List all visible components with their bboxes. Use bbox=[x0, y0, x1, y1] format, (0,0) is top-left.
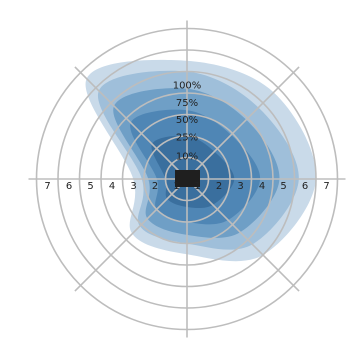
axis-label-right-4: 4 bbox=[259, 181, 265, 192]
axis-label-left-5: 5 bbox=[87, 181, 93, 192]
level-labels: 100% 75% 50% 25% 10% bbox=[173, 81, 202, 163]
axis-tick-labels: 1 1 2 2 3 3 4 4 5 5 6 6 7 7 bbox=[44, 181, 329, 192]
axis-label-left-4: 4 bbox=[109, 181, 115, 192]
center-marker bbox=[175, 170, 200, 187]
grid-spoke-2 bbox=[186, 66, 300, 180]
axis-label-left-6: 6 bbox=[66, 181, 72, 192]
level-label-5: 10% bbox=[176, 152, 198, 163]
axis-label-left-3: 3 bbox=[130, 181, 136, 192]
level-label-3: 50% bbox=[176, 115, 198, 126]
axis-label-left-1: 1 bbox=[173, 181, 179, 192]
grid-spoke-6 bbox=[74, 178, 188, 292]
polar-grid bbox=[28, 20, 346, 338]
axis-label-right-5: 5 bbox=[280, 181, 286, 192]
axis-label-left-7: 7 bbox=[44, 181, 50, 192]
density-levels bbox=[85, 59, 317, 262]
axis-label-right-7: 7 bbox=[323, 181, 329, 192]
grid-spoke-4 bbox=[74, 66, 188, 180]
level-label-2: 75% bbox=[176, 98, 198, 109]
level-label-4: 25% bbox=[176, 132, 198, 143]
axis-label-right-1: 1 bbox=[194, 181, 200, 192]
grid-spoke-8 bbox=[186, 178, 300, 292]
axis-label-right-3: 3 bbox=[237, 181, 243, 192]
level-label-1: 100% bbox=[173, 81, 202, 92]
axis-label-right-2: 2 bbox=[216, 181, 222, 192]
axis-label-left-2: 2 bbox=[152, 181, 158, 192]
axis-label-right-6: 6 bbox=[302, 181, 308, 192]
